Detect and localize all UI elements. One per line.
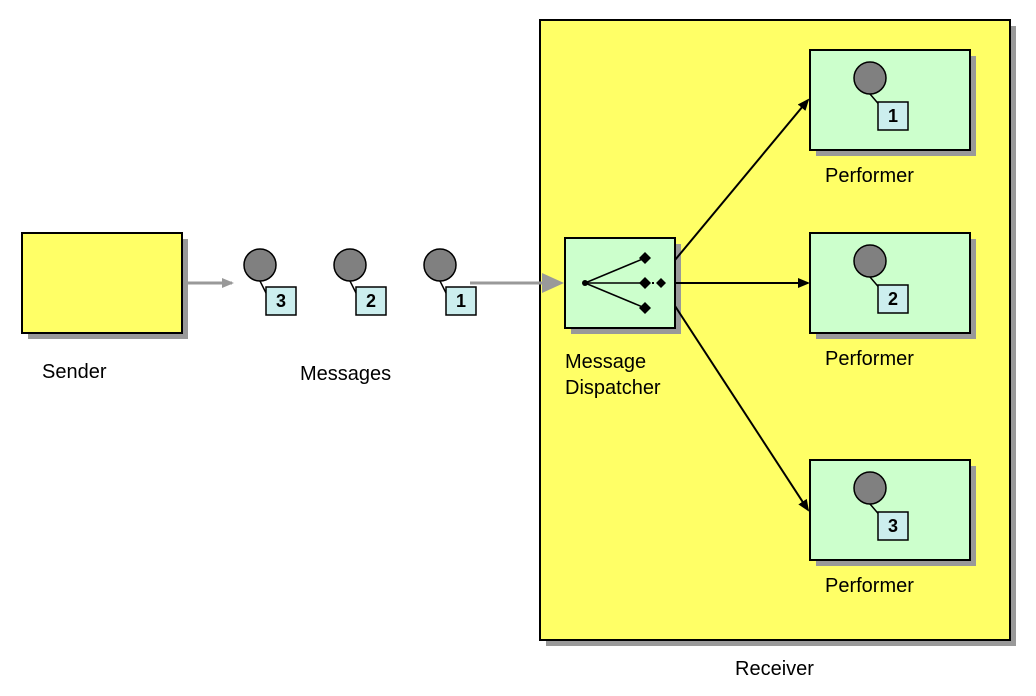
performer-label: Performer: [825, 348, 914, 370]
performer-num: 2: [888, 289, 898, 309]
message-connector: [350, 281, 356, 293]
message-connector: [260, 281, 266, 293]
performer-num: 3: [888, 516, 898, 536]
sender-label: Sender: [42, 361, 107, 383]
performer-ball: [854, 245, 886, 277]
performer-box: [810, 50, 970, 150]
message-ball: [424, 249, 456, 281]
messages-label: Messages: [300, 363, 391, 385]
performer-ball: [854, 472, 886, 504]
performer-box: [810, 460, 970, 560]
message-ball: [334, 249, 366, 281]
receiver-label: Receiver: [735, 658, 814, 680]
performer-num: 1: [888, 106, 898, 126]
message-ball: [244, 249, 276, 281]
performer-label: Performer: [825, 165, 914, 187]
message-connector: [440, 281, 446, 293]
performer-box: [810, 233, 970, 333]
dispatcher-label-1: Message: [565, 351, 646, 373]
dispatcher-label-2: Dispatcher: [565, 377, 661, 399]
performer-ball: [854, 62, 886, 94]
sender-box: [22, 233, 182, 333]
message-num: 3: [276, 291, 286, 311]
performer-label: Performer: [825, 575, 914, 597]
message-num: 1: [456, 291, 466, 311]
message-num: 2: [366, 291, 376, 311]
